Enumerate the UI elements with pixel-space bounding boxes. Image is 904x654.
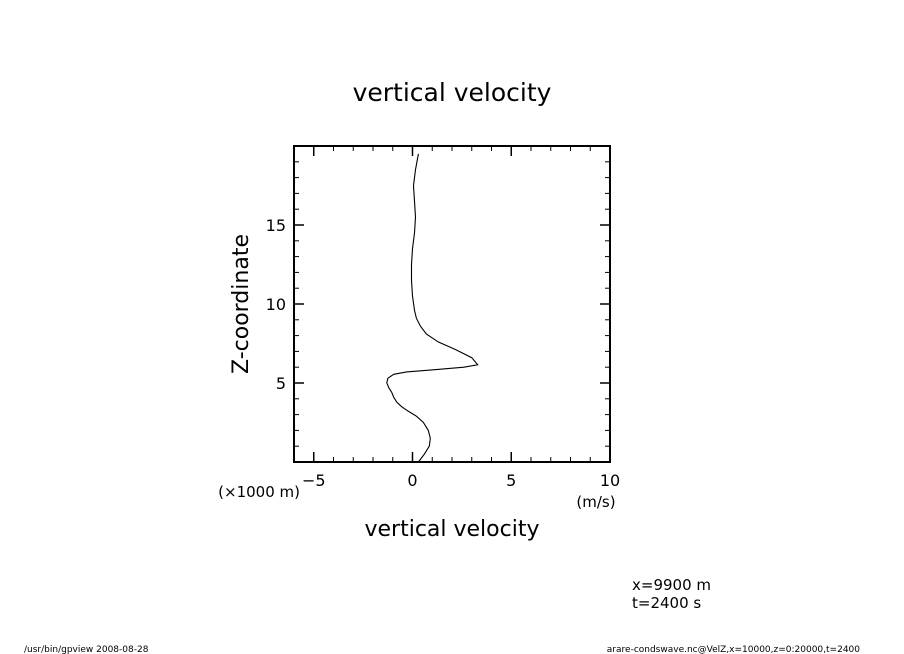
x-tick-label: 0 [407, 471, 417, 490]
x-axis-unit: (m/s) [576, 493, 615, 511]
plot-frame [293, 145, 611, 463]
position-x-label: x=9900 m [632, 576, 711, 594]
chart-title: vertical velocity [353, 78, 552, 107]
major-ticks [294, 146, 611, 462]
x-tick-label: 5 [506, 471, 516, 490]
x-tick-label: −5 [302, 471, 326, 490]
time-label: t=2400 s [632, 594, 701, 612]
y-axis-unit: (×1000 m) [218, 483, 300, 501]
x-axis-label: vertical velocity [364, 517, 539, 542]
source-footer: arare-condswave.nc@VelZ,x=10000,z=0:2000… [607, 645, 860, 654]
y-tick-label: 15 [266, 216, 286, 235]
x-tick-label: 10 [600, 471, 620, 490]
y-axis-label: Z-coordinate [229, 234, 254, 374]
tick-labels: −5 0 5 10 5 10 15 [266, 216, 621, 490]
program-footer: /usr/bin/gpview 2008-08-28 [24, 645, 149, 654]
y-tick-label: 5 [276, 374, 286, 393]
y-tick-label: 10 [266, 295, 286, 314]
minor-ticks [293, 145, 611, 463]
series-line [386, 153, 479, 463]
